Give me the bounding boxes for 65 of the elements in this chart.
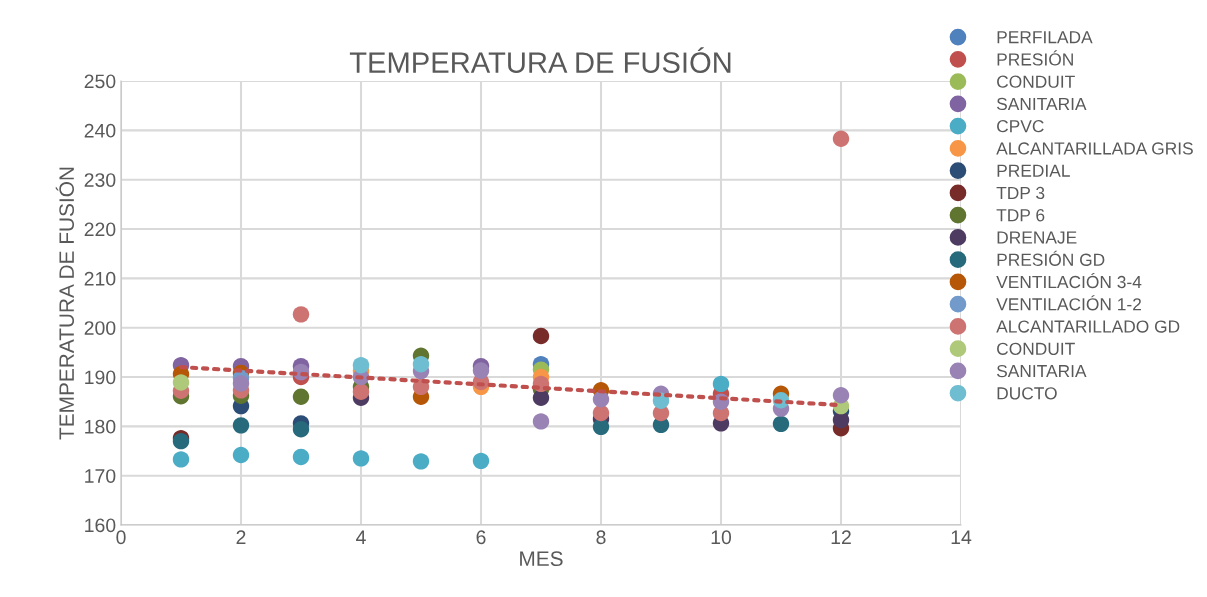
legend-label: PRESIÓN <box>997 50 1073 66</box>
point <box>592 418 610 436</box>
point <box>412 453 430 470</box>
x-tick-label: 0 <box>116 530 126 545</box>
y-tick-label: 170 <box>85 469 116 483</box>
point <box>292 421 310 438</box>
point <box>712 375 730 393</box>
legend-label: DRENAJE <box>997 231 1077 244</box>
y-tick-label: 250 <box>84 74 116 89</box>
point <box>352 383 370 401</box>
point <box>232 446 250 464</box>
legend-label: TDP 3 <box>996 186 1045 200</box>
legend-label: ALCANTARILLADO GD <box>996 320 1180 333</box>
chart-title: TEMPERATURA DE FUSIÓN <box>349 47 731 73</box>
legend-label: CONDUIT <box>997 75 1075 88</box>
point <box>352 450 370 467</box>
legend-label: SANITARIA <box>996 97 1087 111</box>
y-tick-label: 240 <box>84 123 116 138</box>
point <box>172 374 190 391</box>
point <box>532 413 550 430</box>
y-tick-label: 200 <box>84 321 116 335</box>
point <box>232 417 250 434</box>
point <box>532 327 550 345</box>
point <box>232 375 250 392</box>
x-tick-label: 12 <box>831 530 851 544</box>
x-tick-label: 4 <box>356 530 366 544</box>
point <box>292 388 310 405</box>
legend-label: VENTILACIÓN 3-4 <box>996 272 1142 289</box>
point <box>532 389 550 406</box>
point <box>772 415 790 433</box>
x-tick-label: 2 <box>236 530 246 544</box>
point <box>472 362 490 379</box>
point <box>352 356 370 374</box>
legend-label: CPVC <box>997 120 1044 133</box>
legend-label: PERFILADA <box>997 31 1093 44</box>
point <box>832 130 850 147</box>
point <box>832 387 850 404</box>
y-axis-title: TEMPERATURA DE FUSIÓN <box>55 167 75 440</box>
point <box>472 452 490 470</box>
point <box>292 306 310 323</box>
legend-label: TDP 6 <box>996 209 1045 222</box>
legend-label: DUCTO <box>997 387 1057 400</box>
x-tick-label: 6 <box>476 530 486 545</box>
point <box>292 448 310 466</box>
point <box>412 355 430 373</box>
point <box>172 451 190 468</box>
point <box>592 404 610 422</box>
legend-label: VENTILACIÓN 1-2 <box>996 295 1141 311</box>
legend-label: CONDUIT <box>997 342 1075 355</box>
legend-label: SANITARIA <box>996 364 1087 378</box>
y-tick-label: 230 <box>84 173 116 187</box>
x-axis-title: MES <box>520 551 563 567</box>
y-tick-label: 210 <box>84 271 116 286</box>
y-tick-label: 180 <box>85 419 116 434</box>
point <box>592 390 610 408</box>
x-tick-label: 14 <box>951 530 972 544</box>
y-tick-label: 160 <box>85 518 116 533</box>
y-tick-label: 190 <box>85 370 116 385</box>
legend-label: PREDIAL <box>997 164 1070 177</box>
legend-label: ALCANTARILLADA GRIS <box>996 142 1193 155</box>
point <box>832 411 850 429</box>
x-tick-label: 8 <box>596 530 606 545</box>
y-tick-label: 220 <box>84 222 116 237</box>
legend-label: PRESIÓN GD <box>997 250 1105 266</box>
x-tick-label: 10 <box>711 530 732 545</box>
